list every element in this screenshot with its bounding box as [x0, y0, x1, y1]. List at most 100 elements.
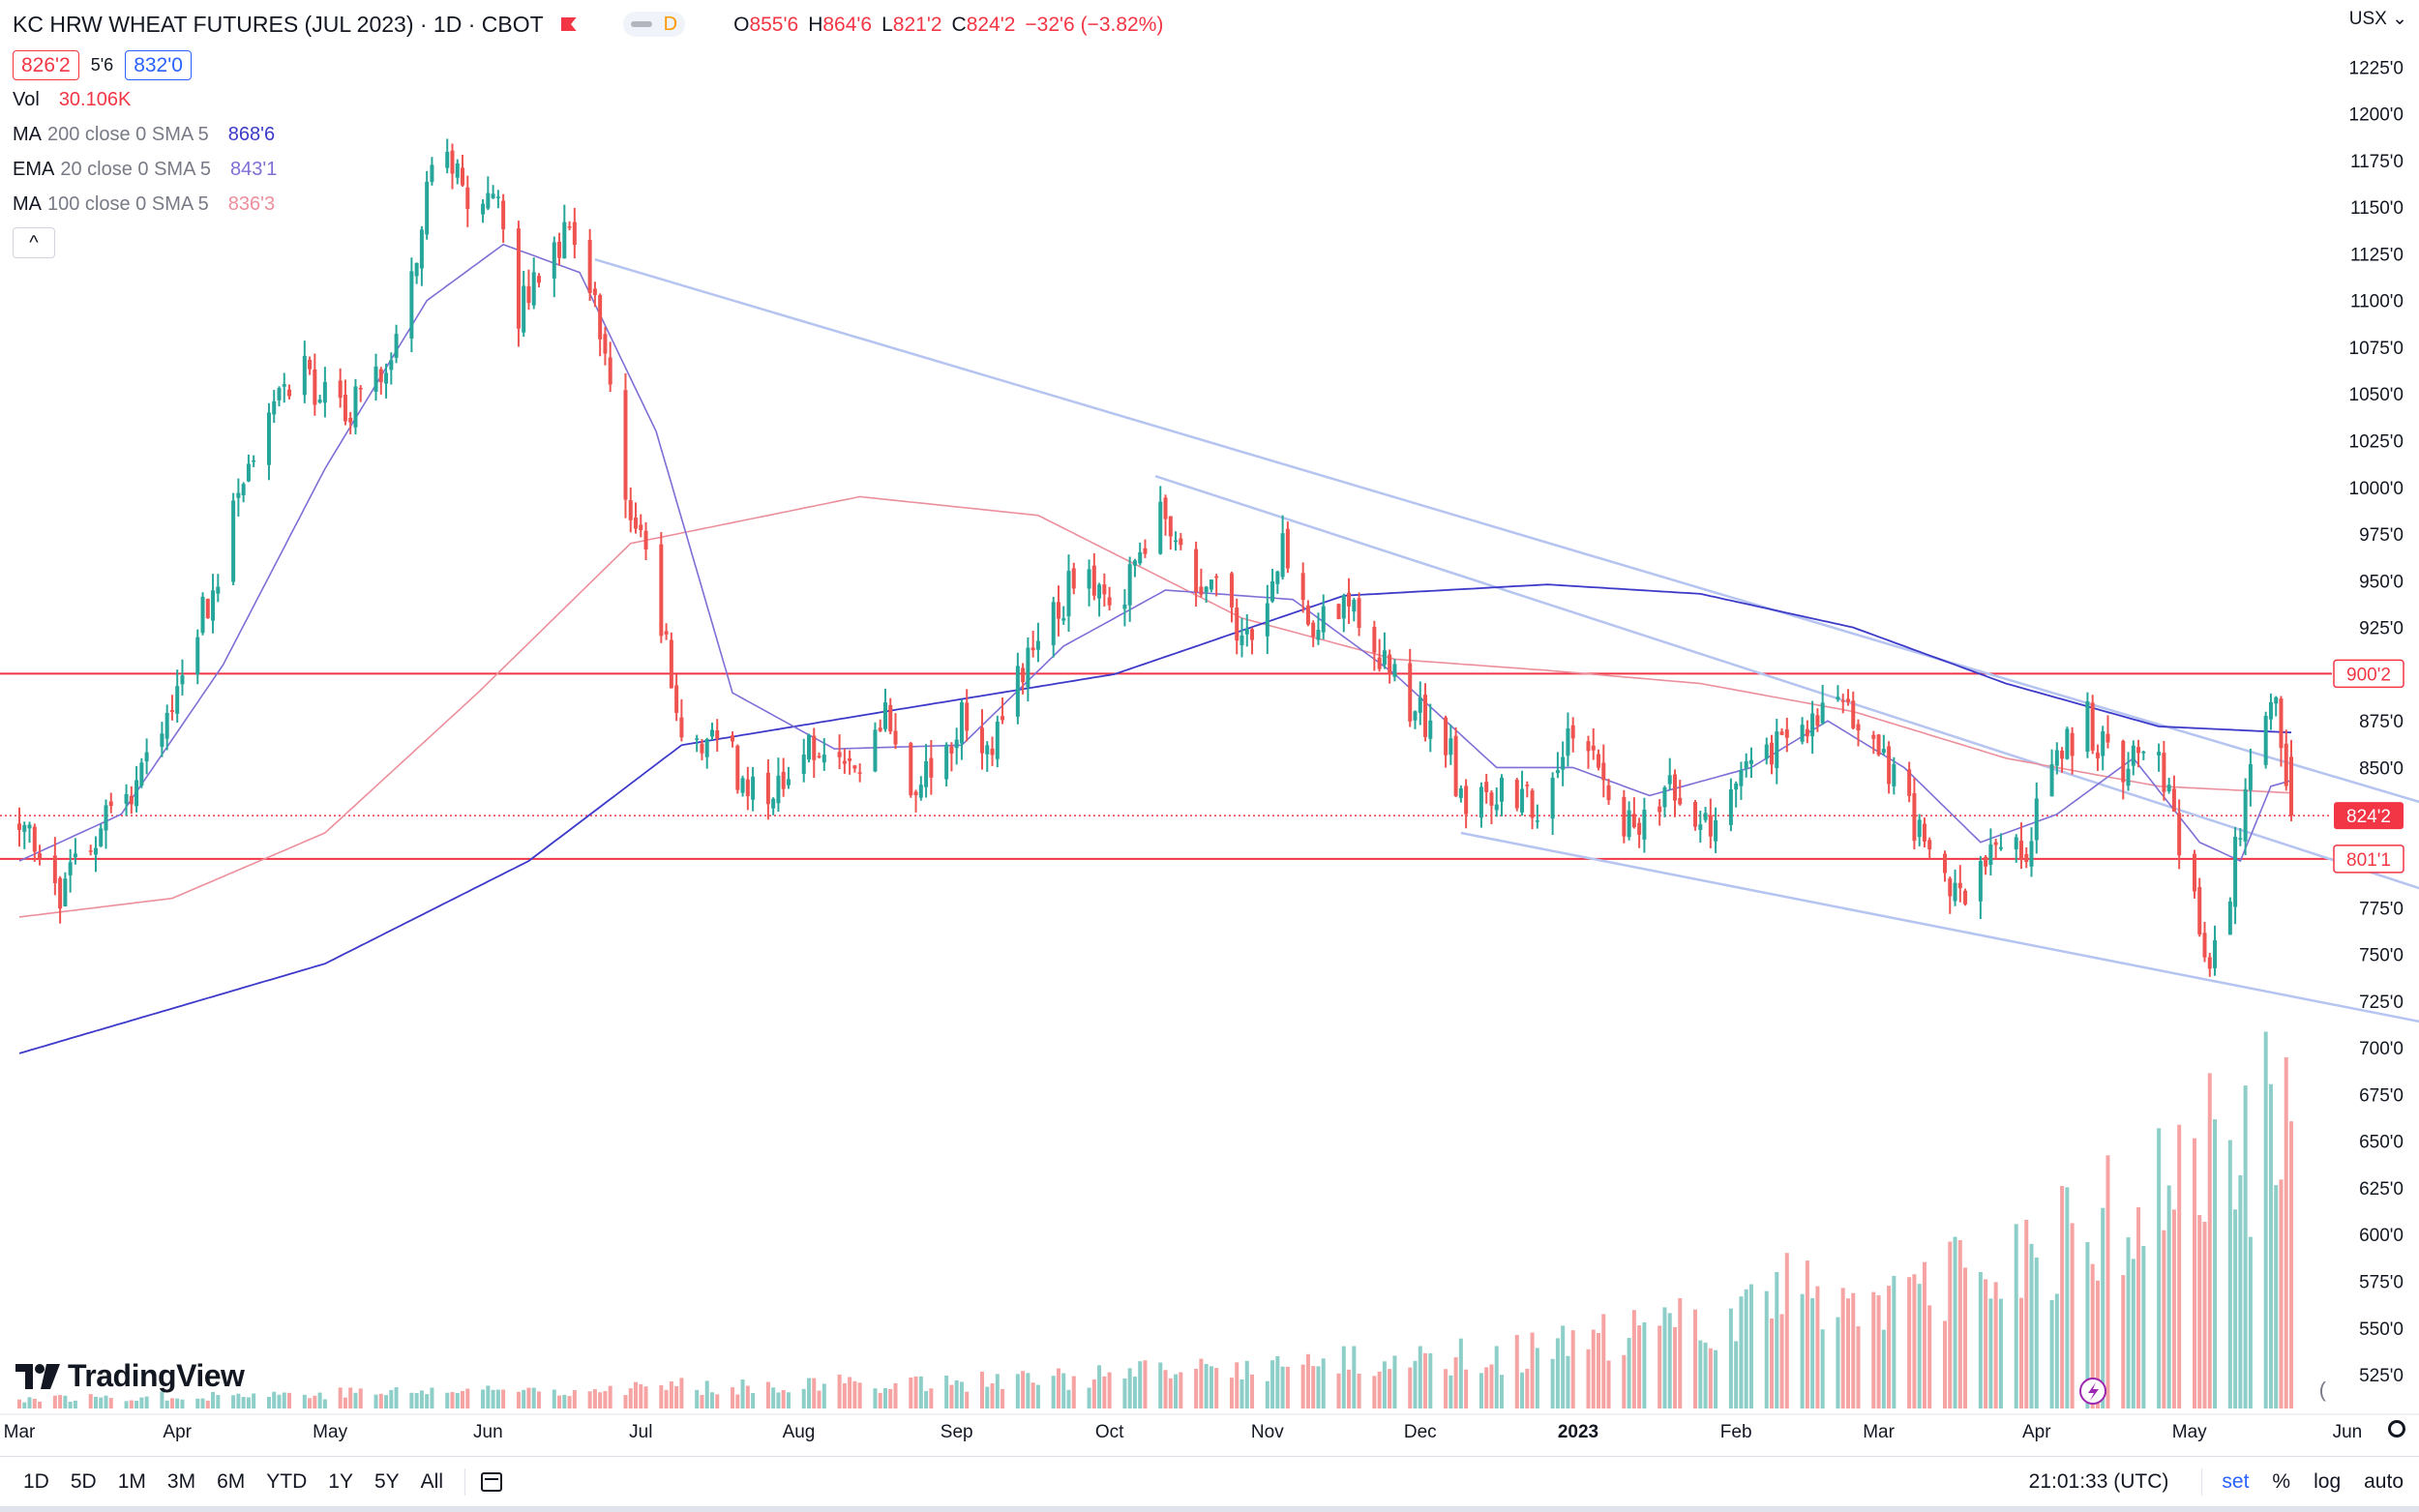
candle [1570, 717, 1575, 753]
candle [1321, 594, 1326, 639]
price-tick-label: 750'0 [2359, 946, 2404, 966]
candle [781, 757, 786, 797]
timeframe-button[interactable]: 1M [117, 1470, 146, 1493]
candle [1377, 638, 1382, 672]
volume-bar [1316, 1366, 1321, 1408]
timeframe-button[interactable]: 6M [217, 1470, 246, 1493]
volume-bar [695, 1389, 700, 1408]
volume-bar [1840, 1288, 1845, 1408]
visibility-toggle[interactable]: D [622, 12, 686, 37]
price-tick-label: 1125'0 [2350, 245, 2404, 265]
volume-bar [731, 1387, 735, 1408]
candle [389, 352, 394, 385]
volume-bar [1851, 1292, 1856, 1408]
trendline[interactable] [1460, 831, 2419, 1038]
timeframe-button[interactable]: 1D [23, 1470, 49, 1493]
trendline[interactable] [1154, 475, 2419, 924]
volume-bar [1739, 1296, 1744, 1408]
candle [353, 378, 358, 435]
candle [2121, 739, 2126, 800]
volume-bar [1428, 1352, 1433, 1408]
time-tick-label: Jul [629, 1422, 652, 1442]
symbol-title[interactable]: KC HRW WHEAT FUTURES (JUL 2023) · 1D · C… [13, 11, 544, 37]
candle [603, 326, 608, 366]
replay-lightning-icon[interactable] [2079, 1378, 2106, 1405]
candle [1127, 556, 1132, 622]
volume-bar [1892, 1275, 1896, 1408]
indicator-row[interactable]: MA 100 close 0 SMA 5 836'3 [13, 187, 1163, 222]
timeframe-button[interactable]: All [420, 1470, 443, 1493]
gear-icon[interactable] [2388, 1420, 2405, 1438]
candle [32, 823, 37, 862]
indicator-row[interactable]: MA 200 close 0 SMA 5 868'6 [13, 117, 1163, 152]
volume-bar [1484, 1367, 1489, 1408]
candle [1606, 778, 1611, 805]
candle [1815, 708, 1820, 732]
indicator-row[interactable]: EMA 20 close 0 SMA 5 843'1 [13, 152, 1163, 187]
timeframe-button[interactable]: 1Y [328, 1470, 353, 1493]
timeframe-button[interactable]: YTD [266, 1470, 308, 1493]
scale-option-auto[interactable]: auto [2364, 1470, 2404, 1493]
scale-option-log[interactable]: log [2314, 1470, 2342, 1493]
time-tick-label: Jun [473, 1422, 503, 1442]
volume-bar [1056, 1368, 1060, 1408]
volume-bar [378, 1393, 383, 1408]
volume-bar [27, 1397, 32, 1408]
candle [1800, 717, 1805, 745]
scroll-handle-icon[interactable]: ( [2319, 1378, 2327, 1402]
candle [1209, 579, 1213, 593]
candle [1499, 774, 1504, 816]
candle [1021, 663, 1026, 695]
timeframe-button[interactable]: 5D [70, 1470, 97, 1493]
scale-option-set[interactable]: set [2222, 1470, 2250, 1493]
candle [924, 744, 929, 798]
candle [1591, 727, 1596, 760]
price-chart[interactable]: 1225'0 1200'0 1175'0 1150'0 1125'0 1100'0 1075… [0, 0, 2419, 1451]
candle [1382, 632, 1387, 669]
volume-bar [2060, 1185, 2065, 1408]
candle [1637, 817, 1642, 848]
volume-bar [1978, 1271, 1983, 1408]
scale-option-percent[interactable]: % [2272, 1470, 2291, 1493]
flag-icon[interactable] [560, 17, 577, 31]
candle [1300, 562, 1305, 613]
time-tick-label: Apr [2022, 1422, 2051, 1442]
candle [531, 257, 536, 310]
timeframe-button[interactable]: 3M [166, 1470, 196, 1493]
volume-bar [461, 1390, 465, 1408]
candle [965, 689, 970, 742]
candle [1357, 592, 1361, 637]
candle [1138, 542, 1143, 566]
volume-bar [1770, 1318, 1775, 1408]
collapse-legend-button[interactable]: ^ [13, 227, 55, 258]
currency-selector[interactable]: USX ⌄ [2349, 8, 2407, 30]
candle [1214, 574, 1219, 597]
volume-bar [882, 1388, 887, 1408]
volume-bar [1030, 1382, 1035, 1408]
trendline[interactable] [594, 258, 2419, 819]
utc-clock[interactable]: 21:01:33 (UTC) [2028, 1470, 2169, 1493]
bid-price[interactable]: 826'2 [13, 49, 79, 80]
timeframe-button[interactable]: 5Y [373, 1470, 400, 1493]
indicator-row[interactable]: Vol 30.106K [13, 82, 1163, 117]
candle [2213, 925, 2218, 976]
ask-price[interactable]: 832'0 [125, 49, 192, 80]
volume-bar [1907, 1277, 1912, 1408]
candle [552, 236, 556, 298]
volume-bar [358, 1388, 363, 1408]
volume-bar [959, 1381, 964, 1408]
volume-bar [1597, 1332, 1601, 1408]
volume-bar [1570, 1330, 1575, 1408]
candle [465, 175, 470, 227]
volume-bar [2248, 1236, 2253, 1408]
volume-bar [1499, 1375, 1504, 1408]
svg-text:824'2: 824'2 [2346, 807, 2391, 827]
volume-bar [2095, 1280, 2100, 1408]
calendar-icon[interactable] [481, 1472, 502, 1492]
candle [1876, 733, 1881, 756]
candle [1265, 584, 1269, 655]
candle [2065, 726, 2070, 760]
candle [821, 738, 826, 771]
candle [52, 837, 57, 896]
candle [160, 722, 164, 757]
